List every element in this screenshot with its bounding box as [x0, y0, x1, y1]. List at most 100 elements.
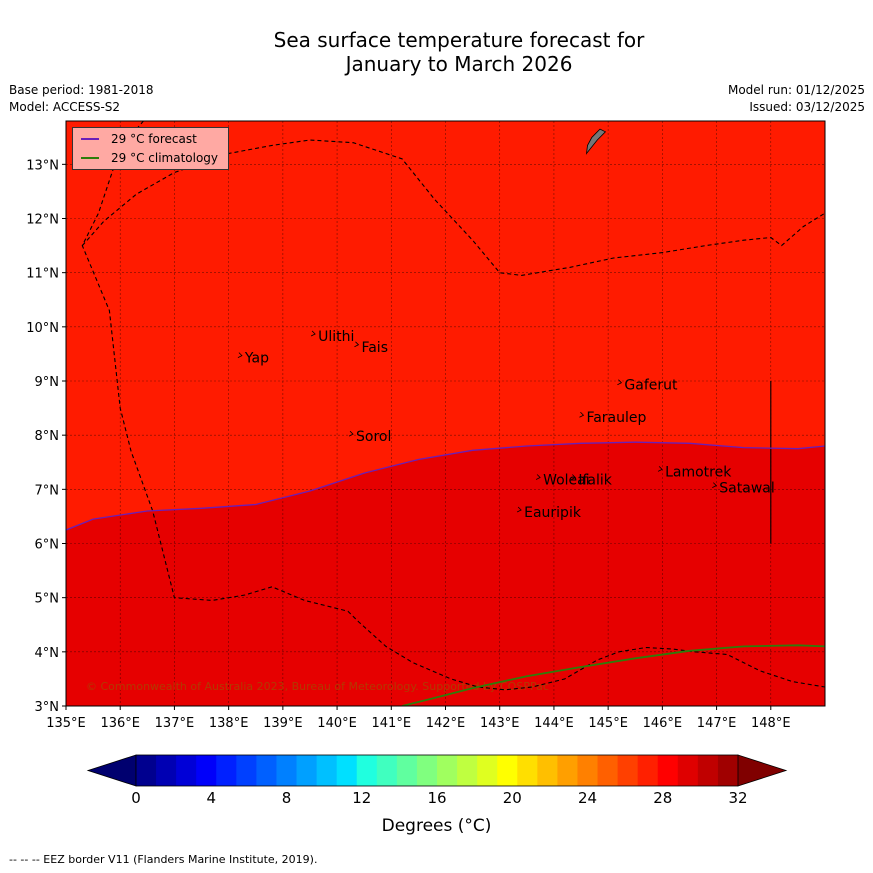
colorbar-segment — [296, 755, 318, 786]
colorbar-segment — [457, 755, 478, 786]
model-run: Model run: 01/12/2025 — [727, 83, 865, 97]
forecast-line-swatch — [81, 138, 99, 140]
map-legend: 29 °C forecast 29 °C climatology — [72, 127, 229, 170]
island-marker — [657, 466, 663, 472]
colorbar-tick-label: 12 — [352, 789, 371, 807]
colorbar-segment — [697, 755, 719, 786]
colorbar-segment — [497, 755, 518, 786]
colorbar-segment — [276, 755, 298, 786]
colorbar-tick-label: 32 — [728, 789, 747, 807]
title-line-2: January to March 2026 — [345, 52, 573, 76]
lon-tick-label: 141°E — [372, 716, 412, 731]
colorbar: 0 4 8 12 16 20 24 28 32 — [86, 754, 788, 807]
base-period: Base period: 1981-2018 — [9, 83, 154, 97]
colorbar-segment — [657, 755, 679, 786]
island-marker — [354, 341, 360, 348]
lat-tick-label: 6°N — [35, 538, 60, 553]
lat-tick-label: 4°N — [35, 646, 60, 661]
copyright-text: © Commonwealth of Australia 2023, Bureau… — [86, 680, 549, 693]
colorbar-segment — [376, 755, 398, 786]
island-marker — [237, 352, 243, 358]
colorbar-segment — [597, 755, 619, 786]
isotherm-forecast — [66, 441, 825, 531]
legend-forecast-label: 29 °C forecast — [111, 132, 197, 146]
climatology-line-swatch — [81, 157, 99, 159]
colorbar-tick-label: 20 — [503, 789, 522, 807]
island-marker — [617, 379, 623, 386]
colorbar-segment — [136, 755, 157, 786]
place-label-ulithi: Ulithi — [318, 329, 354, 345]
lon-tick-label: 139°E — [263, 716, 303, 731]
colorbar-segment — [356, 755, 378, 786]
meta-right: Model run: 01/12/2025 Issued: 03/12/2025 — [728, 82, 865, 116]
issued-date: Issued: 03/12/2025 — [749, 100, 865, 114]
isotherm-climatology — [401, 644, 825, 706]
island-marker — [516, 506, 522, 513]
legend-climatology-label: 29 °C climatology — [111, 151, 219, 165]
colorbar-segment — [196, 755, 217, 786]
lat-tick-label: 3°N — [35, 700, 60, 715]
colorbar-segment — [537, 755, 558, 786]
colorbar-segment — [396, 755, 418, 786]
colorbar-segment — [336, 755, 358, 786]
colorbar-segment — [437, 755, 458, 786]
meta-left: Base period: 1981-2018 Model: ACCESS-S2 — [9, 82, 154, 116]
place-label-yap: Yap — [244, 351, 269, 367]
island-marker — [348, 430, 354, 437]
island-marker — [579, 411, 585, 418]
place-label-fais: Fais — [361, 340, 388, 356]
lon-tick-label: 138°E — [209, 716, 249, 731]
colorbar-tick-label: 4 — [206, 789, 216, 807]
place-label-lamotrek: Lamotrek — [665, 464, 732, 480]
lat-tick-label: 11°N — [26, 267, 59, 282]
legend-forecast: 29 °C forecast — [81, 130, 197, 148]
eez-footnote: -- -- -- EEZ border V11 (Flanders Marine… — [9, 853, 318, 866]
eez-border-main — [81, 121, 825, 691]
colorbar-tick-label: 0 — [131, 789, 141, 807]
colorbar-tick-label: 28 — [653, 789, 672, 807]
colorbar-segment — [316, 755, 338, 786]
colorbar-frame — [135, 754, 739, 787]
colorbar-segment — [416, 755, 438, 786]
lat-tick-label: 12°N — [26, 213, 59, 228]
colorbar-over-arrow — [737, 754, 788, 787]
lat-tick-label: 7°N — [35, 483, 60, 498]
guam-island — [585, 128, 607, 155]
legend-climatology: 29 °C climatology — [81, 149, 218, 167]
lon-tick-label: 147°E — [697, 716, 737, 731]
lon-tick-label: 148°E — [751, 716, 791, 731]
lon-tick-label: 145°E — [588, 716, 628, 731]
lon-tick-label: 135°E — [46, 716, 86, 731]
colorbar-segment — [176, 755, 197, 786]
colorbar-tick-label: 24 — [578, 789, 597, 807]
lat-tick-label: 13°N — [26, 158, 59, 173]
colorbar-segment — [557, 755, 578, 786]
place-label-gaferut: Gaferut — [624, 378, 678, 394]
colorbar-segment — [477, 755, 498, 786]
lon-tick-label: 144°E — [534, 716, 574, 731]
colorbar-segment — [577, 755, 599, 786]
lon-tick-label: 140°E — [317, 716, 357, 731]
lon-tick-label: 146°E — [643, 716, 683, 731]
lat-tick-label: 9°N — [35, 375, 60, 390]
lon-tick-label: 142°E — [426, 716, 466, 731]
colorbar-segment — [677, 755, 699, 786]
lon-tick-label: 143°E — [480, 716, 520, 731]
colorbar-segment — [256, 755, 277, 786]
colorbar-segment — [617, 755, 639, 786]
lon-tick-label: 137°E — [155, 716, 195, 731]
lon-tick-label: 136°E — [100, 716, 140, 731]
colorbar-segment — [216, 755, 237, 786]
place-label-ifalik: Ifalik — [578, 473, 612, 489]
colorbar-under-arrow — [86, 754, 137, 787]
colorbar-segment — [156, 755, 177, 786]
place-label-satawal: Satawal — [719, 481, 774, 497]
colorbar-tick-label: 16 — [427, 789, 446, 807]
title-line-1: Sea surface temperature forecast for — [273, 28, 645, 52]
lat-tick-label: 10°N — [26, 321, 59, 336]
colorbar-segment — [236, 755, 257, 786]
colorbar-tick-label: 8 — [282, 789, 292, 807]
lat-tick-label: 8°N — [35, 429, 60, 444]
place-label-faraulep: Faraulep — [586, 410, 646, 426]
